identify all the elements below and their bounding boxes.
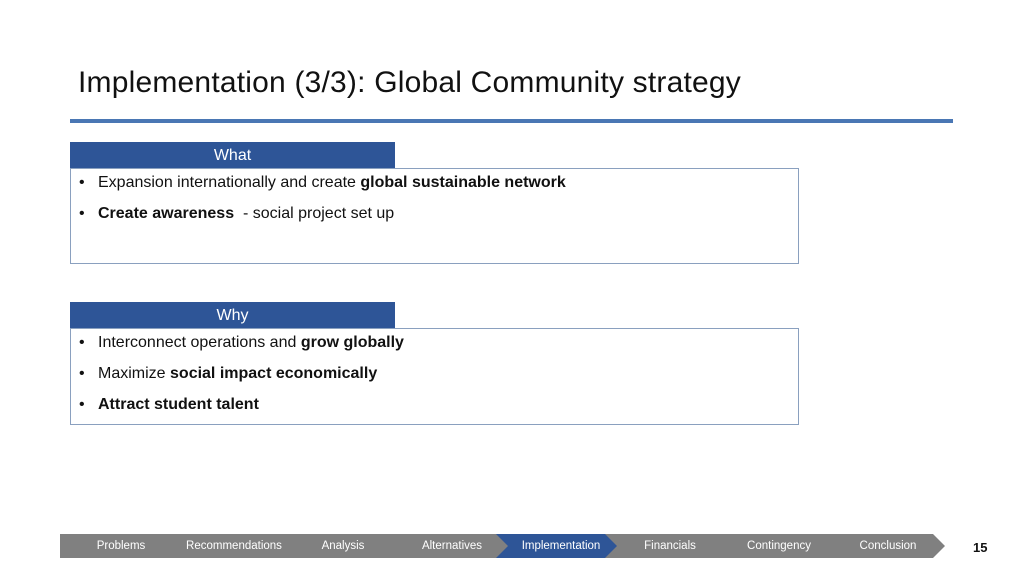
bullet-item: Create awareness - social project set up [77,204,798,224]
slide-title: Implementation (3/3): Global Community s… [78,66,741,99]
nav-step-analysis[interactable]: Analysis [278,534,400,558]
nav-step-conclusion[interactable]: Conclusion [823,534,945,558]
bullet-item: Attract student talent [77,395,798,415]
nav-step-recommendations[interactable]: Recommendations [169,534,291,558]
progress-nav: Problems Recommendations Analysis Altern… [60,534,952,558]
what-bullet-list: Expansion internationally and create glo… [71,169,798,224]
title-divider [70,119,953,123]
nav-step-problems[interactable]: Problems [60,534,182,558]
bullet-item: Maximize social impact economically [77,364,798,384]
nav-step-implementation[interactable]: Implementation [496,534,618,558]
what-section-header: What [70,142,395,169]
nav-step-alternatives[interactable]: Alternatives [387,534,509,558]
why-section-header: Why [70,302,395,329]
what-section-box: Expansion internationally and create glo… [70,168,799,264]
why-section-box: Interconnect operations and grow globall… [70,328,799,425]
nav-step-financials[interactable]: Financials [605,534,727,558]
nav-step-contingency[interactable]: Contingency [714,534,836,558]
page-number: 15 [973,540,988,555]
bullet-item: Interconnect operations and grow globall… [77,333,798,353]
bullet-item: Expansion internationally and create glo… [77,173,798,193]
why-bullet-list: Interconnect operations and grow globall… [71,329,798,415]
